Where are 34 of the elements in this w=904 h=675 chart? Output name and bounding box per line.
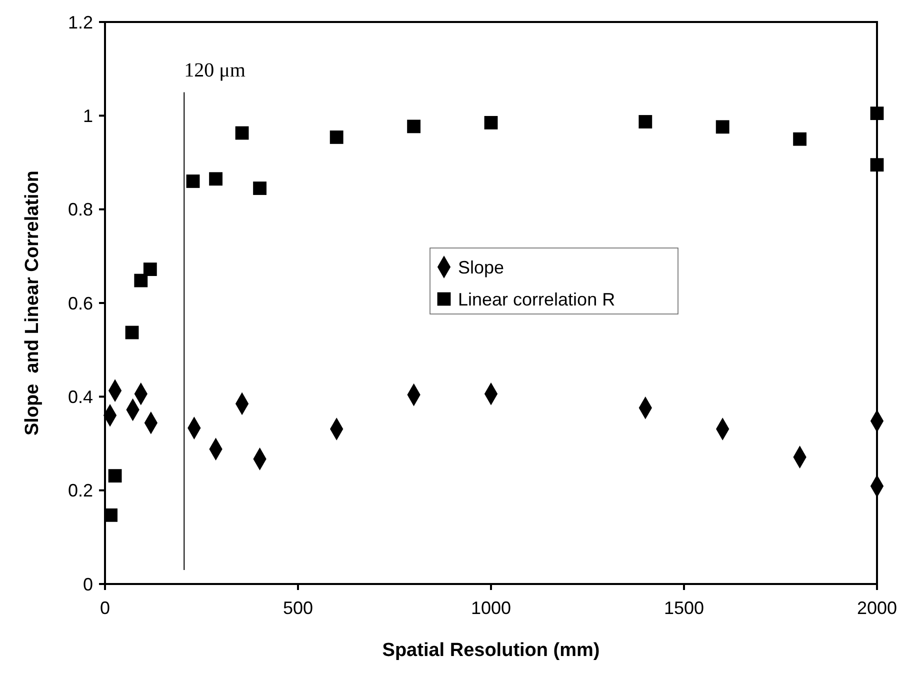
point — [870, 106, 884, 120]
y-tick-label: 0.2 — [68, 480, 93, 501]
y-tick-label: 0 — [82, 574, 93, 594]
y-tick-label: 1 — [82, 106, 93, 126]
y-tick-label: 0.6 — [68, 293, 93, 314]
point — [104, 508, 118, 522]
point — [186, 174, 200, 188]
point — [716, 120, 730, 134]
y-axis-title: Slope and Linear Correlation — [22, 170, 43, 436]
x-tick-label: 1500 — [664, 598, 704, 618]
point — [125, 326, 139, 340]
point — [870, 158, 884, 172]
point — [143, 262, 157, 276]
point — [638, 115, 652, 128]
y-tick-label: 1.2 — [68, 12, 93, 32]
point — [209, 172, 222, 186]
point — [253, 182, 266, 195]
y-tick-label: 0.8 — [68, 200, 93, 220]
x-tick-label: 1000 — [470, 598, 512, 618]
legend-label: Linear correlation R — [458, 289, 616, 310]
x-tick-label: 500 — [282, 598, 314, 618]
point — [407, 120, 421, 134]
point — [793, 132, 807, 146]
point — [330, 130, 344, 144]
x-tick-label: 0 — [100, 598, 110, 618]
point — [134, 274, 148, 288]
point — [108, 469, 122, 483]
point — [235, 126, 249, 140]
x-tick-label: 2000 — [856, 598, 898, 618]
ref-line-label: 120 μm — [184, 59, 246, 82]
legend-label: Slope — [458, 257, 504, 278]
point — [484, 116, 498, 130]
x-axis-title: Spatial Resolution (mm) — [382, 640, 600, 661]
y-tick-label: 0.4 — [68, 386, 93, 407]
